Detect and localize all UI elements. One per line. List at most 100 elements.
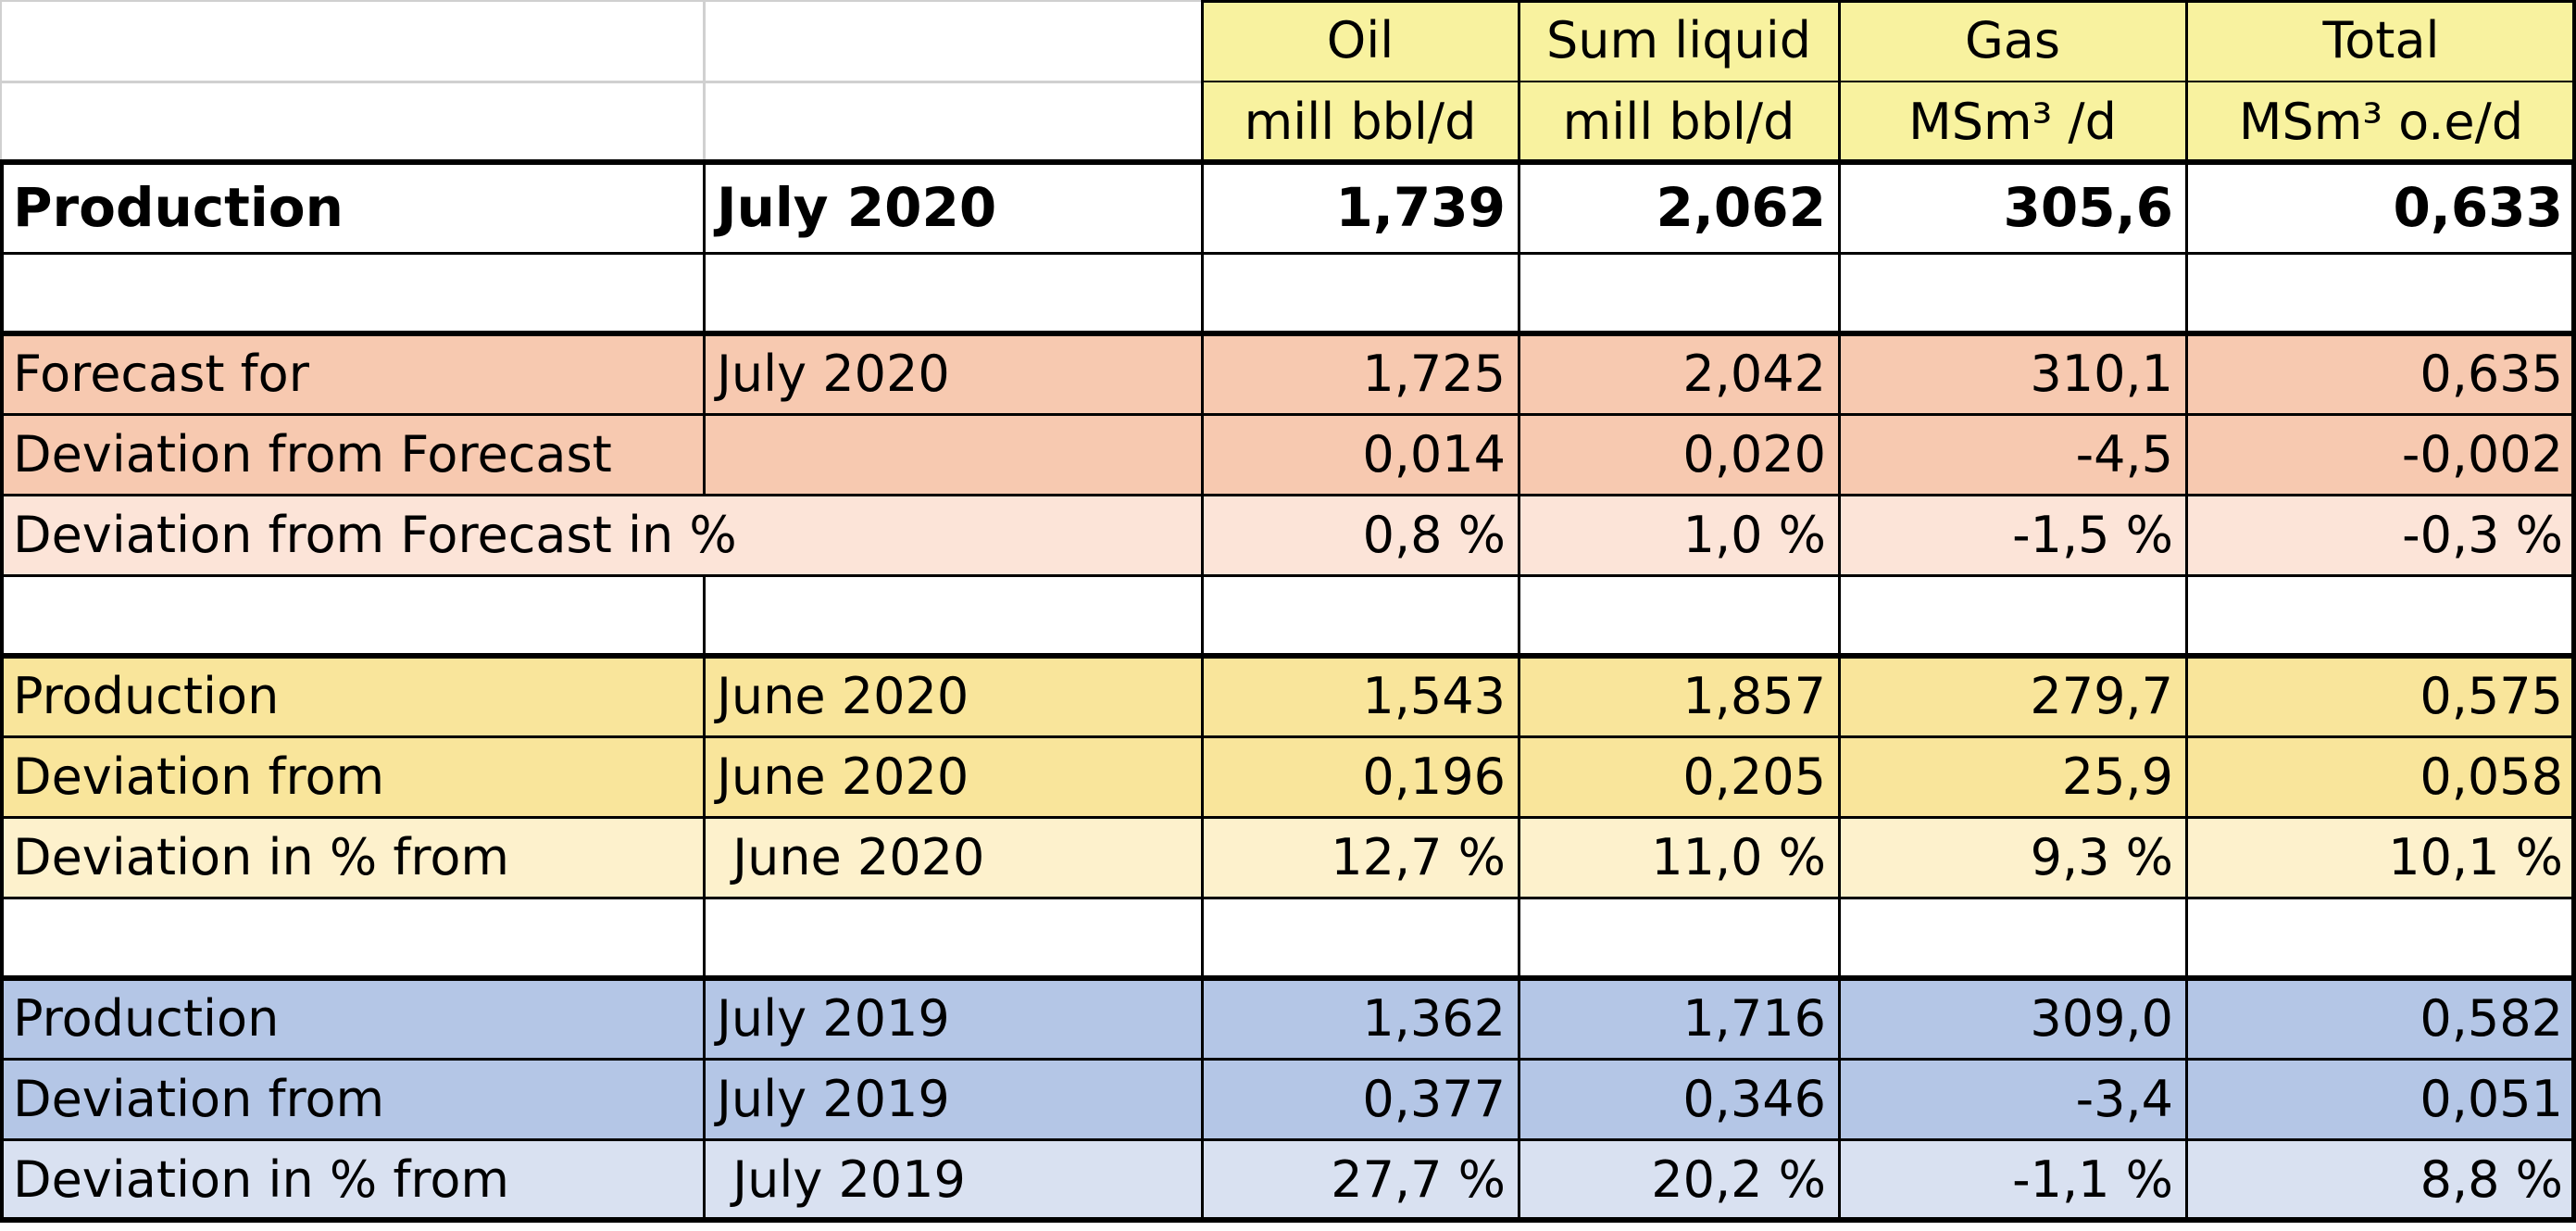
- value-cell: 12,7 %: [1202, 817, 1519, 898]
- grid-line: [1838, 162, 1841, 253]
- grid-line: [1518, 1059, 1520, 1139]
- grid-line: [0, 653, 2576, 659]
- value-cell: 0,058: [2186, 736, 2576, 817]
- grid-line: [2185, 575, 2188, 656]
- row-period: June 2020: [704, 736, 1202, 817]
- row-label: [0, 575, 704, 656]
- grid-line: [1838, 414, 1841, 495]
- value-cell: 1,543: [1202, 656, 1519, 736]
- grid-line: [1201, 575, 1204, 656]
- grid-line: [1518, 162, 1520, 253]
- grid-line: [2571, 575, 2576, 656]
- column-header: Gas: [1839, 0, 2186, 82]
- grid-line: [2571, 978, 2576, 1059]
- grid-line: [2571, 1139, 2576, 1220]
- grid-line: [703, 575, 706, 656]
- grid-line: [1838, 1139, 1841, 1220]
- grid-line: [1518, 333, 1520, 414]
- grid-line: [0, 1217, 2576, 1223]
- grid-line: [1201, 162, 1204, 253]
- grid-line: [2571, 736, 2576, 817]
- row-period: July 2020: [704, 333, 1202, 414]
- grid-line: [2185, 817, 2188, 898]
- column-header: Total: [2186, 0, 2576, 82]
- grid-line: [1201, 656, 1204, 736]
- column-unit: MSm³ o.e/d: [2186, 82, 2576, 162]
- grid-line: [1518, 253, 1520, 333]
- grid-line: [1838, 736, 1841, 817]
- value-cell: 0,020: [1519, 414, 1839, 495]
- grid-line: [0, 736, 4, 817]
- grid-line: [0, 414, 4, 495]
- grid-line: [2571, 817, 2576, 898]
- grid-line: [1838, 817, 1841, 898]
- column-unit: mill bbl/d: [1519, 82, 1839, 162]
- row-period: June 2020: [704, 817, 1202, 898]
- value-cell: 1,0 %: [1519, 495, 1839, 575]
- grid-line: [1838, 898, 1841, 978]
- value-cell: [1519, 253, 1839, 333]
- grid-line: [0, 0, 2, 162]
- row-label: Production: [0, 162, 704, 253]
- grid-line: [1838, 575, 1841, 656]
- grid-line: [0, 1139, 4, 1220]
- value-cell: -4,5: [1839, 414, 2186, 495]
- grid-line: [0, 333, 4, 414]
- value-cell: [1202, 253, 1519, 333]
- row-label: Deviation from: [0, 1059, 704, 1139]
- value-cell: -3,4: [1839, 1059, 2186, 1139]
- row-label: Deviation from Forecast: [0, 414, 704, 495]
- value-cell: 1,857: [1519, 656, 1839, 736]
- grid-line: [1201, 414, 1204, 495]
- grid-line: [1518, 495, 1520, 575]
- grid-line: [1201, 898, 1204, 978]
- grid-line: [1201, 978, 1204, 1059]
- row-label: Production: [0, 656, 704, 736]
- grid-line: [1518, 817, 1520, 898]
- grid-line: [2185, 495, 2188, 575]
- grid-line: [2185, 978, 2188, 1059]
- grid-line: [0, 0, 1202, 2]
- row-label: Forecast for: [0, 333, 704, 414]
- grid-line: [2185, 333, 2188, 414]
- grid-line: [1838, 978, 1841, 1059]
- grid-line: [1201, 817, 1204, 898]
- header-empty-cell: [0, 82, 704, 162]
- value-cell: [1519, 575, 1839, 656]
- value-cell: 2,062: [1519, 162, 1839, 253]
- row-label: [0, 898, 704, 978]
- grid-line: [1838, 656, 1841, 736]
- column-unit: MSm³ /d: [1839, 82, 2186, 162]
- value-cell: 8,8 %: [2186, 1139, 2576, 1220]
- row-label: [0, 253, 704, 333]
- grid-line: [2571, 333, 2576, 414]
- row-label: Deviation from: [0, 736, 704, 817]
- value-cell: 305,6: [1839, 162, 2186, 253]
- grid-line: [703, 414, 706, 495]
- value-cell: -0,002: [2186, 414, 2576, 495]
- grid-line: [2185, 414, 2188, 495]
- value-cell: 1,362: [1202, 978, 1519, 1059]
- grid-line: [703, 162, 706, 253]
- grid-line: [2185, 736, 2188, 817]
- value-cell: 0,196: [1202, 736, 1519, 817]
- grid-line: [1838, 495, 1841, 575]
- row-period: July 2019: [704, 1139, 1202, 1220]
- grid-line: [1518, 736, 1520, 817]
- value-cell: 279,7: [1839, 656, 2186, 736]
- grid-line: [0, 1058, 2576, 1061]
- grid-line: [0, 252, 2576, 255]
- row-label: Deviation in % from: [0, 1139, 704, 1220]
- grid-line: [2571, 495, 2576, 575]
- value-cell: 0,633: [2186, 162, 2576, 253]
- grid-line: [1202, 0, 2576, 3]
- row-period: July 2019: [704, 978, 1202, 1059]
- grid-line: [2571, 656, 2576, 736]
- grid-line: [703, 817, 706, 898]
- value-cell: 0,377: [1202, 1059, 1519, 1139]
- grid-line: [0, 413, 2576, 416]
- column-unit: mill bbl/d: [1202, 82, 1519, 162]
- value-cell: [2186, 898, 2576, 978]
- row-label: Deviation from Forecast in %: [0, 495, 1202, 575]
- value-cell: 0,575: [2186, 656, 2576, 736]
